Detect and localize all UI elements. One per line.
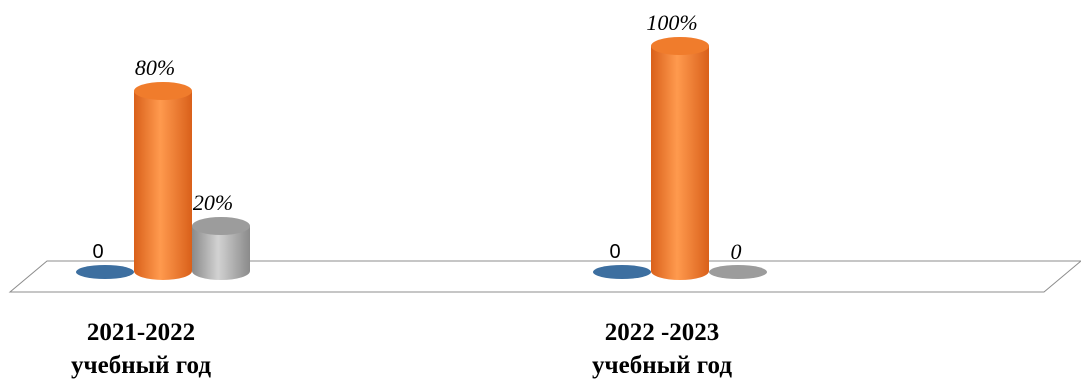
category-label-0-line1: учебный год	[71, 352, 211, 379]
data-label-s2-c0: 20%	[193, 190, 233, 215]
chart-floor	[8, 260, 1081, 293]
bar-body-s1-c0	[134, 91, 192, 280]
category-label-0-line0: 2021-2022	[87, 319, 195, 346]
data-label-s1-c1: 100%	[646, 10, 697, 35]
bar-series0-cat1: 0	[593, 241, 651, 279]
bar-body-s1-c1	[651, 46, 709, 280]
bar-series0-cat0: 0	[76, 241, 134, 279]
bar-zero-disk-s0-c1	[593, 265, 651, 279]
bar-top-s1-c1	[651, 37, 709, 55]
bar-series2-cat1: 0	[709, 239, 767, 279]
data-label-s2-c1: 0	[731, 239, 742, 264]
bar-zero-disk-s2-c1	[709, 265, 767, 279]
bar-series2-cat0: 20%	[192, 190, 250, 280]
category-label-1-line0: 2022 -2023	[605, 319, 720, 346]
bar-top-s1-c0	[134, 82, 192, 100]
data-label-s1-c0: 80%	[135, 55, 175, 80]
bar-series1-cat1: 100%	[646, 10, 709, 280]
bar-zero-disk-s0-c0	[76, 265, 134, 279]
bar-body-s2-c0	[192, 226, 250, 280]
category-label-1-line1: учебный год	[592, 352, 732, 379]
data-label-s0-c1: 0	[609, 241, 620, 263]
bar-top-s2-c0	[192, 217, 250, 235]
data-label-s0-c0: 0	[92, 241, 103, 263]
bar-series1-cat0: 80%	[134, 55, 192, 280]
